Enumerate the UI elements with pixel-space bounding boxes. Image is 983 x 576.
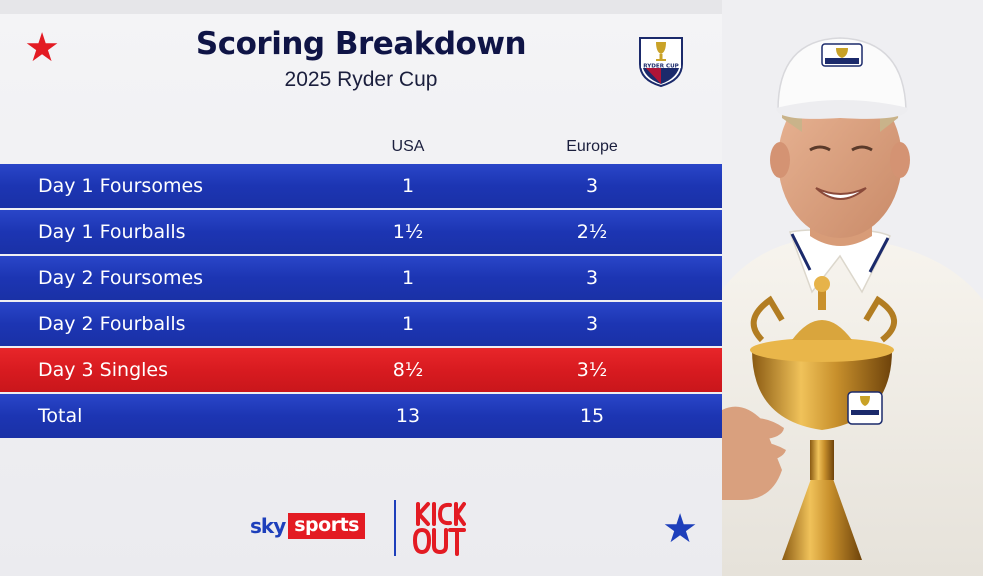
row-label: Day 1 Foursomes (38, 175, 204, 197)
europe-score: 3½ (576, 359, 608, 381)
ryder-cup-logo-icon: RYDER CUP (639, 37, 683, 88)
sky-sports-logo: sky sports (250, 512, 365, 540)
table-row: Day 2 Fourballs 1 3 (0, 302, 722, 346)
europe-score: 3 (585, 175, 599, 197)
usa-score: 1 (401, 267, 415, 289)
row-label: Day 1 Fourballs (38, 221, 186, 243)
table-row: Day 1 Fourballs 1½ 2½ (0, 210, 722, 254)
europe-score: 2½ (576, 221, 608, 243)
top-border (0, 0, 722, 14)
europe-score: 15 (579, 405, 605, 427)
usa-score: 13 (395, 405, 421, 427)
column-header-europe: Europe (566, 138, 618, 155)
row-label: Day 3 Singles (38, 359, 168, 381)
logo-divider (394, 500, 396, 556)
usa-score: 1½ (392, 221, 424, 243)
kick-it-out-logo-icon (413, 502, 466, 556)
table-row: Day 1 Foursomes 1 3 (0, 164, 722, 208)
row-label: Total (38, 405, 83, 427)
footer-logos: sky sports (250, 498, 470, 558)
usa-score: 8½ (392, 359, 424, 381)
page-title: Scoring Breakdown (195, 26, 527, 62)
column-header-usa: USA (391, 138, 425, 155)
usa-score: 1 (401, 313, 415, 335)
scoring-panel: ★ Scoring Breakdown 2025 Ryder Cup RYDER… (0, 0, 722, 576)
blue-star-icon: ★ (662, 507, 698, 551)
row-label: Day 2 Foursomes (38, 267, 204, 289)
europe-score: 3 (585, 313, 599, 335)
svg-text:RYDER CUP: RYDER CUP (643, 63, 679, 69)
table-row: Day 2 Foursomes 1 3 (0, 256, 722, 300)
captain-photo (722, 0, 983, 576)
table-row: Day 3 Singles 8½ 3½ (0, 348, 722, 392)
table-row: Total 13 15 (0, 394, 722, 438)
red-star-icon: ★ (24, 26, 60, 70)
sports-wordmark: sports (288, 513, 365, 539)
europe-score: 3 (585, 267, 599, 289)
row-label: Day 2 Fourballs (38, 313, 186, 335)
usa-score: 1 (401, 175, 415, 197)
sky-wordmark: sky (250, 514, 286, 538)
page-subtitle: 2025 Ryder Cup (284, 68, 438, 91)
